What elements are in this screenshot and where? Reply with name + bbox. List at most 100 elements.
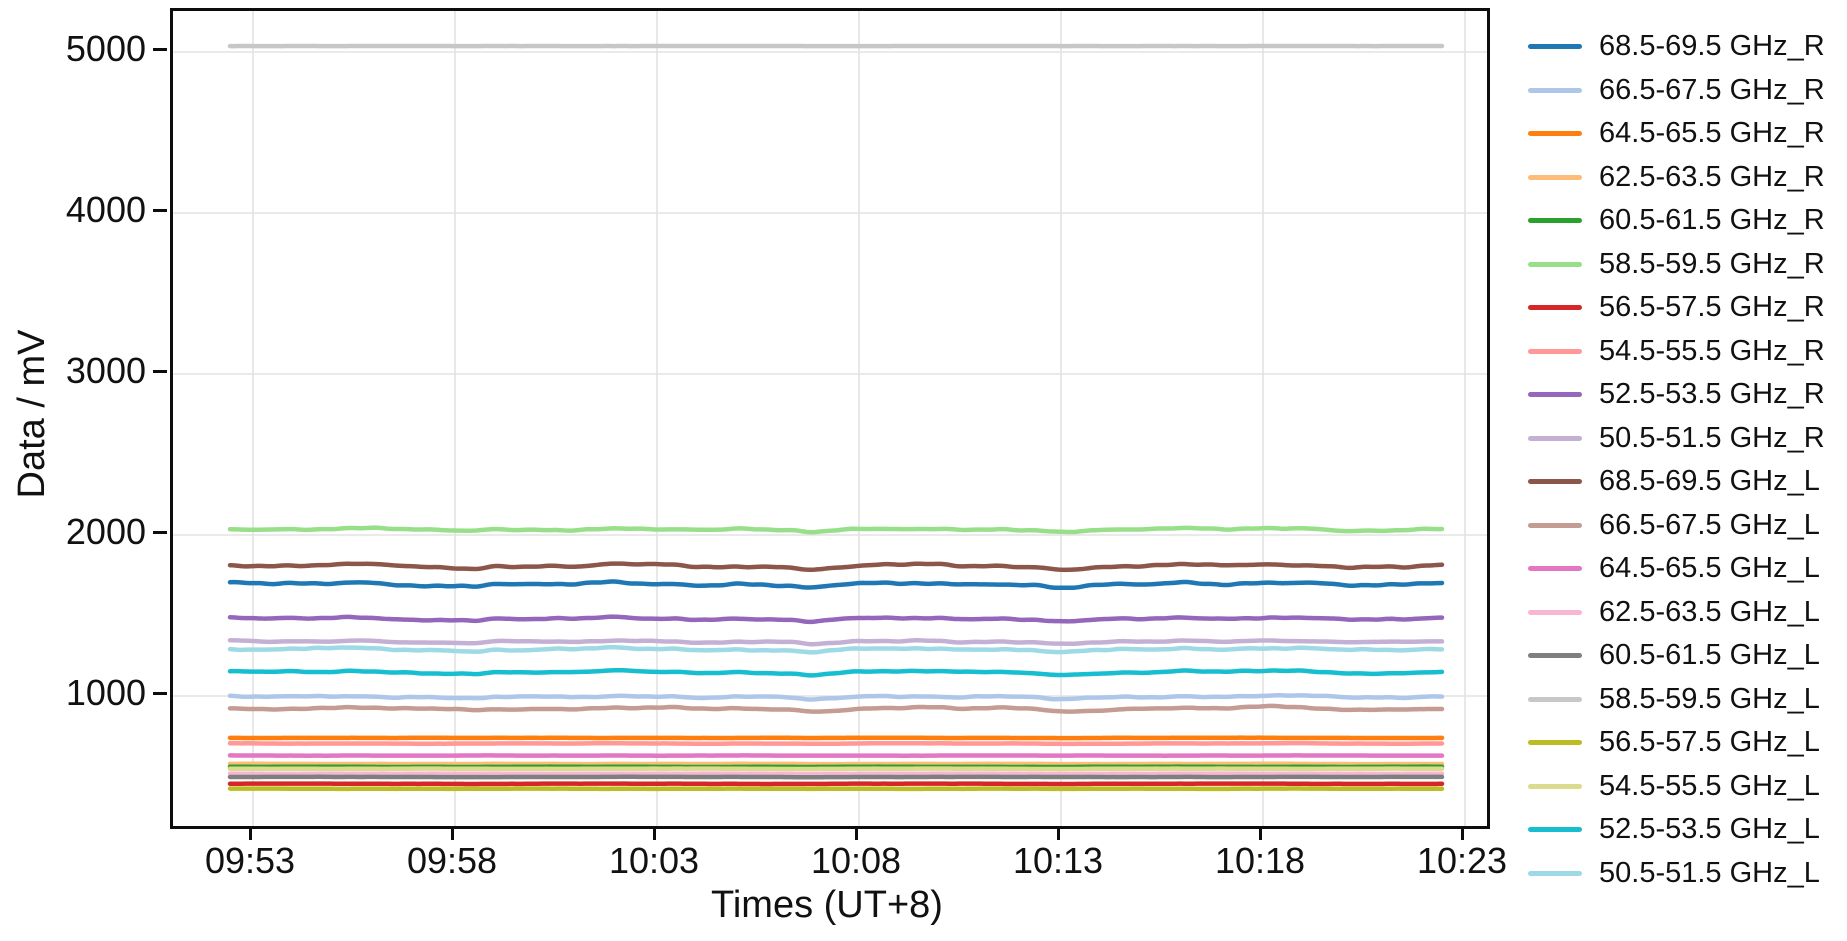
y-tick-mark	[153, 208, 167, 212]
legend-swatch	[1528, 392, 1582, 398]
legend-label: 68.5-69.5 GHz_L	[1599, 465, 1820, 498]
legend-item: 62.5-63.5 GHz_R	[1528, 156, 1843, 200]
x-tick-label: 10:03	[608, 840, 700, 881]
x-axis-title: Times (UT+8)	[711, 884, 943, 926]
legend-swatch	[1528, 348, 1582, 354]
y-tick-label: 3000	[65, 350, 146, 391]
legend-swatch	[1528, 435, 1582, 441]
legend-item: 56.5-57.5 GHz_L	[1528, 721, 1843, 765]
x-tick-mark	[450, 826, 454, 840]
y-tick-mark	[153, 47, 167, 51]
x-tick-label: 10:18	[1214, 840, 1306, 881]
legend-label: 50.5-51.5 GHz_R	[1599, 421, 1825, 454]
legend-item: 52.5-53.5 GHz_L	[1528, 808, 1843, 852]
legend-label: 54.5-55.5 GHz_L	[1599, 769, 1820, 802]
x-tick-label: 10:08	[810, 840, 902, 881]
legend-item: 60.5-61.5 GHz_L	[1528, 634, 1843, 678]
legend-item: 68.5-69.5 GHz_R	[1528, 25, 1843, 69]
legend-swatch	[1528, 609, 1582, 615]
x-tick-label: 09:58	[406, 840, 498, 881]
legend-label: 52.5-53.5 GHz_R	[1599, 378, 1825, 411]
y-tick-label: 2000	[65, 511, 146, 552]
legend-item: 64.5-65.5 GHz_L	[1528, 547, 1843, 591]
series-line-50-5-51-5-ghz-r	[227, 637, 1445, 647]
legend-item: 68.5-69.5 GHz_L	[1528, 460, 1843, 504]
legend-item: 60.5-61.5 GHz_R	[1528, 199, 1843, 243]
legend-swatch	[1528, 522, 1582, 528]
y-tick-label: 5000	[65, 28, 146, 69]
legend-swatch	[1528, 783, 1582, 789]
legend-item: 64.5-65.5 GHz_R	[1528, 112, 1843, 156]
x-tick-label: 10:13	[1012, 840, 1104, 881]
legend-item: 54.5-55.5 GHz_L	[1528, 765, 1843, 809]
y-tick-label: 4000	[65, 189, 146, 230]
legend-item: 52.5-53.5 GHz_R	[1528, 373, 1843, 417]
x-tick-mark	[1460, 826, 1464, 840]
series-line-68-5-69-5-ghz-r	[227, 579, 1445, 591]
x-tick-mark	[854, 826, 858, 840]
legend-label: 58.5-59.5 GHz_L	[1599, 682, 1820, 715]
legend-swatch	[1528, 479, 1582, 485]
legend-label: 50.5-51.5 GHz_L	[1599, 856, 1820, 889]
x-tick-mark	[248, 826, 252, 840]
legend-swatch	[1528, 653, 1582, 659]
legend-item: 50.5-51.5 GHz_L	[1528, 852, 1843, 896]
legend-label: 64.5-65.5 GHz_L	[1599, 552, 1820, 585]
legend-label: 58.5-59.5 GHz_R	[1599, 247, 1825, 280]
legend-swatch	[1528, 131, 1582, 137]
legend-label: 56.5-57.5 GHz_R	[1599, 291, 1825, 324]
plot-area	[170, 8, 1490, 829]
legend-label: 62.5-63.5 GHz_R	[1599, 160, 1825, 193]
series-line-50-5-51-5-ghz-l	[227, 644, 1445, 655]
legend-label: 60.5-61.5 GHz_R	[1599, 204, 1825, 237]
legend-item: 66.5-67.5 GHz_L	[1528, 504, 1843, 548]
x-tick-mark	[652, 826, 656, 840]
legend: 68.5-69.5 GHz_R 66.5-67.5 GHz_R 64.5-65.5 …	[1528, 25, 1843, 895]
legend-swatch	[1528, 174, 1582, 180]
chart-canvas	[173, 11, 1487, 826]
legend-label: 52.5-53.5 GHz_L	[1599, 813, 1820, 846]
series-line-68-5-69-5-ghz-l	[227, 561, 1445, 573]
legend-label: 60.5-61.5 GHz_L	[1599, 639, 1820, 672]
legend-swatch	[1528, 566, 1582, 572]
series-line-58-5-59-5-ghz-r	[227, 525, 1445, 535]
legend-swatch	[1528, 261, 1582, 267]
x-tick-label: 10:23	[1416, 840, 1508, 881]
legend-swatch	[1528, 827, 1582, 833]
series-line-66-5-67-5-ghz-l	[227, 703, 1445, 714]
series-line-66-5-67-5-ghz-r	[227, 693, 1445, 702]
x-tick-mark	[1258, 826, 1262, 840]
legend-item: 58.5-59.5 GHz_R	[1528, 243, 1843, 287]
legend-swatch	[1528, 87, 1582, 93]
legend-label: 54.5-55.5 GHz_R	[1599, 334, 1825, 367]
x-tick-label: 09:53	[204, 840, 296, 881]
legend-swatch	[1528, 870, 1582, 876]
legend-swatch	[1528, 696, 1582, 702]
legend-item: 62.5-63.5 GHz_L	[1528, 591, 1843, 635]
legend-item: 54.5-55.5 GHz_R	[1528, 330, 1843, 374]
legend-item: 58.5-59.5 GHz_L	[1528, 678, 1843, 722]
legend-item: 66.5-67.5 GHz_R	[1528, 69, 1843, 113]
legend-item: 56.5-57.5 GHz_R	[1528, 286, 1843, 330]
legend-label: 68.5-69.5 GHz_R	[1599, 30, 1825, 63]
y-tick-mark	[153, 369, 167, 373]
legend-label: 66.5-67.5 GHz_R	[1599, 73, 1825, 106]
legend-swatch	[1528, 218, 1582, 224]
legend-swatch	[1528, 44, 1582, 50]
legend-label: 56.5-57.5 GHz_L	[1599, 726, 1820, 759]
series-line-52-5-53-5-ghz-r	[227, 614, 1445, 625]
series-line-54-5-55-5-ghz-r	[227, 740, 1445, 747]
y-tick-mark	[153, 691, 167, 695]
series-line-60-5-61-5-ghz-l	[227, 774, 1445, 780]
x-tick-mark	[1056, 826, 1060, 840]
legend-swatch	[1528, 305, 1582, 311]
legend-item: 50.5-51.5 GHz_R	[1528, 417, 1843, 461]
legend-label: 64.5-65.5 GHz_R	[1599, 117, 1825, 150]
legend-label: 62.5-63.5 GHz_L	[1599, 595, 1820, 628]
y-tick-label: 1000	[65, 672, 146, 713]
y-tick-mark	[153, 530, 167, 534]
series-line-52-5-53-5-ghz-l	[227, 668, 1445, 678]
legend-label: 66.5-67.5 GHz_L	[1599, 508, 1820, 541]
legend-swatch	[1528, 740, 1582, 746]
